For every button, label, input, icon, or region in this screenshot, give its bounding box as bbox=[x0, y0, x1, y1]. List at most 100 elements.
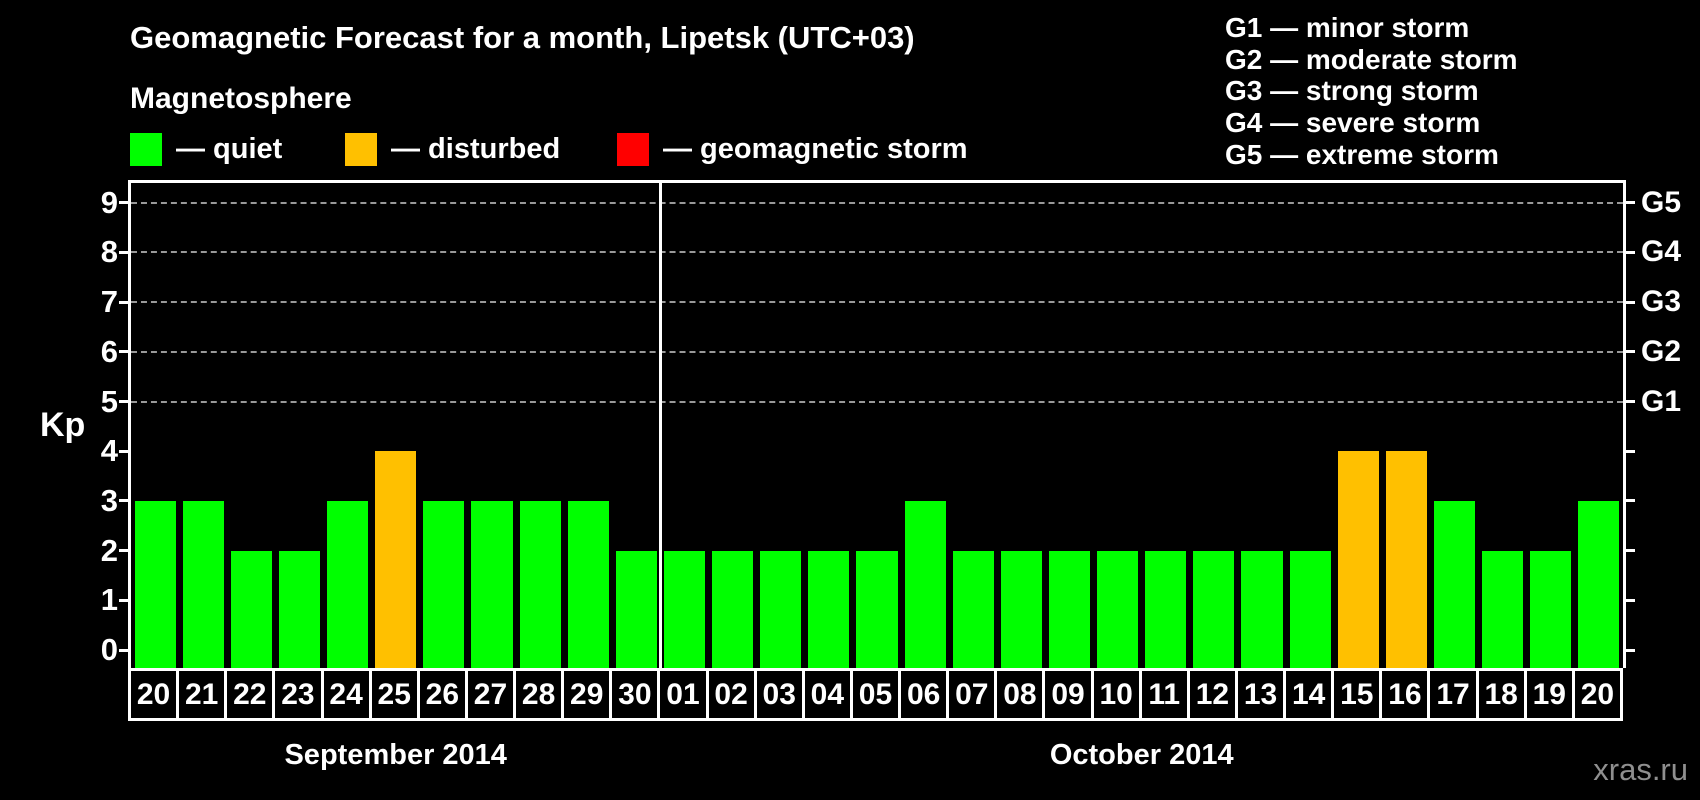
g-scale-label-G2: G2 bbox=[1641, 334, 1682, 368]
y-tick-label-7: 7 bbox=[100, 284, 118, 320]
date-cell-sep-22: 22 bbox=[224, 668, 276, 721]
month-label-1: October 2014 bbox=[1049, 739, 1234, 771]
kp-bar-day-26 bbox=[423, 500, 465, 668]
kp-bar-day-20 bbox=[1578, 500, 1620, 668]
right-tick-kp9 bbox=[1623, 201, 1635, 205]
storm-scale-g5: G5 — extreme storm bbox=[1225, 138, 1499, 170]
disturbed-swatch-icon bbox=[345, 133, 377, 166]
kp-bar-day-18 bbox=[1482, 550, 1524, 668]
storm-legend-label: — geomagnetic storm bbox=[663, 133, 968, 165]
date-cell-oct-19: 19 bbox=[1523, 668, 1575, 721]
kp-bar-day-14 bbox=[1289, 550, 1331, 668]
y-tick-label-3: 3 bbox=[100, 482, 118, 518]
right-tick-kp3 bbox=[1623, 499, 1635, 503]
kp-bar-day-15 bbox=[1337, 451, 1379, 668]
y-tick-label-9: 9 bbox=[100, 184, 118, 220]
kp-bar-day-10 bbox=[1097, 550, 1139, 668]
right-tick-kp1 bbox=[1623, 598, 1635, 602]
left-tick-kp9 bbox=[119, 201, 131, 205]
kp-bar-day-06 bbox=[904, 500, 946, 668]
date-cell-oct-06: 06 bbox=[898, 668, 950, 721]
date-cell-oct-16: 16 bbox=[1379, 668, 1431, 721]
kp-bar-day-19 bbox=[1530, 550, 1572, 668]
storm-swatch-icon bbox=[617, 133, 649, 166]
date-cell-oct-05: 05 bbox=[849, 668, 902, 721]
kp-bar-day-05 bbox=[856, 550, 898, 668]
kp-bar-day-09 bbox=[1048, 550, 1091, 668]
y-tick-label-1: 1 bbox=[100, 582, 118, 618]
kp-bar-day-03 bbox=[760, 550, 802, 668]
kp-bar-day-16 bbox=[1385, 451, 1427, 668]
date-cell-oct-10: 10 bbox=[1090, 668, 1142, 721]
gridline-kp7 bbox=[131, 301, 1623, 304]
kp-bar-day-02 bbox=[712, 550, 754, 668]
left-tick-kp3 bbox=[119, 499, 131, 503]
date-cell-sep-26: 26 bbox=[416, 668, 468, 721]
y-tick-label-0: 0 bbox=[100, 632, 118, 667]
left-tick-kp8 bbox=[119, 250, 131, 254]
kp-bar-day-30 bbox=[615, 550, 657, 668]
right-tick-kp0 bbox=[1623, 648, 1635, 652]
g-scale-label-G1: G1 bbox=[1641, 384, 1682, 418]
kp-bar-day-11 bbox=[1145, 550, 1187, 668]
date-cell-sep-21: 21 bbox=[176, 668, 228, 721]
date-cell-oct-11: 11 bbox=[1138, 668, 1190, 721]
date-cell-oct-18: 18 bbox=[1475, 668, 1527, 721]
gridline-kp5 bbox=[131, 400, 1623, 403]
left-tick-kp6 bbox=[119, 350, 131, 354]
date-cell-oct-07: 07 bbox=[946, 668, 998, 721]
kp-bar-day-28 bbox=[519, 500, 561, 668]
g-scale-label-G4: G4 bbox=[1641, 235, 1682, 269]
date-cell-oct-20: 20 bbox=[1571, 668, 1623, 721]
right-tick-kp2 bbox=[1623, 549, 1635, 553]
date-cell-oct-04: 04 bbox=[801, 668, 853, 721]
date-cell-sep-30: 30 bbox=[609, 668, 661, 721]
disturbed-legend-label: — disturbed bbox=[391, 133, 561, 165]
y-tick-label-5: 5 bbox=[100, 383, 118, 419]
date-cell-sep-23: 23 bbox=[272, 668, 324, 721]
date-cell-sep-28: 28 bbox=[513, 668, 565, 721]
kp-bar-day-12 bbox=[1193, 550, 1235, 668]
month-label-0: September 2014 bbox=[284, 739, 507, 771]
kp-bar-day-01 bbox=[663, 550, 706, 668]
right-tick-kp8 bbox=[1623, 250, 1635, 254]
right-tick-kp6 bbox=[1623, 350, 1635, 354]
left-tick-kp5 bbox=[119, 400, 131, 403]
month-separator-line bbox=[658, 183, 662, 668]
kp-bar-day-04 bbox=[808, 550, 850, 668]
right-tick-kp4 bbox=[1623, 449, 1635, 453]
kp-bar-day-27 bbox=[471, 500, 513, 668]
storm-scale-g2: G2 — moderate storm bbox=[1225, 43, 1518, 75]
kp-bar-day-25 bbox=[375, 451, 417, 668]
date-cell-oct-17: 17 bbox=[1427, 668, 1479, 721]
y-axis-title: Kp bbox=[40, 406, 86, 444]
storm-scale-g3: G3 — strong storm bbox=[1225, 75, 1479, 107]
plot-area bbox=[128, 180, 1626, 668]
kp-bar-day-23 bbox=[278, 550, 320, 668]
kp-bar-day-22 bbox=[230, 550, 272, 668]
right-tick-kp7 bbox=[1623, 300, 1635, 304]
left-tick-kp4 bbox=[119, 449, 131, 453]
y-tick-label-6: 6 bbox=[100, 333, 118, 369]
kp-bar-day-13 bbox=[1241, 550, 1283, 668]
kp-bar-day-07 bbox=[952, 550, 994, 668]
date-cell-oct-15: 15 bbox=[1331, 668, 1383, 721]
g-scale-label-G5: G5 bbox=[1641, 185, 1682, 219]
date-cell-sep-25: 25 bbox=[368, 668, 420, 721]
magnetosphere-label: Magnetosphere bbox=[130, 82, 352, 115]
storm-scale-g4: G4 — severe storm bbox=[1225, 107, 1481, 139]
date-cell-oct-08: 08 bbox=[994, 668, 1046, 721]
date-cell-sep-24: 24 bbox=[320, 668, 372, 721]
gridline-kp9 bbox=[131, 201, 1623, 204]
left-tick-kp1 bbox=[119, 598, 131, 602]
date-cell-oct-09: 09 bbox=[1042, 668, 1094, 721]
page-title: Geomagnetic Forecast for a month, Lipets… bbox=[130, 20, 915, 55]
y-tick-label-2: 2 bbox=[100, 532, 118, 568]
left-tick-kp7 bbox=[119, 300, 131, 304]
kp-bar-day-24 bbox=[327, 500, 369, 668]
watermark: xras.ru bbox=[1593, 752, 1688, 787]
date-cell-oct-12: 12 bbox=[1186, 668, 1238, 721]
kp-bar-day-08 bbox=[1000, 550, 1042, 668]
left-tick-kp2 bbox=[119, 549, 131, 553]
